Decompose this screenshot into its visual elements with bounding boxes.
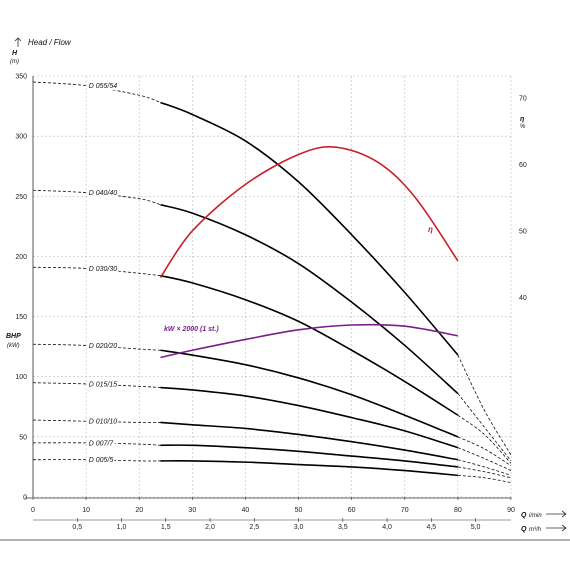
head-curve-dashed-right: [457, 447, 512, 471]
x-primary-tick-label: 80: [454, 507, 462, 514]
head-curve-solid: [160, 101, 459, 356]
y-left-tick-label: 300: [15, 134, 27, 141]
head-curve-solid: [160, 421, 459, 461]
head-curve-dashed-right: [457, 466, 512, 479]
x-secondary-tick-label: 1,5: [161, 524, 171, 531]
series-label-bg: [87, 379, 119, 389]
x-primary-arrow: [546, 510, 567, 518]
chart-title: Head / Flow: [28, 38, 72, 47]
head-curve-dashed-left: [32, 459, 161, 462]
series-label-bg: [87, 438, 116, 448]
series-label: D 005/5: [89, 457, 114, 464]
power-label: kW × 2000 (1 st.): [164, 326, 219, 333]
y-right-label: η: [520, 116, 524, 123]
grid: [32, 75, 512, 498]
series-label: D 040/40: [89, 190, 118, 197]
x-secondary-arrow: [546, 524, 567, 532]
x-secondary-tick-label: 5,0: [471, 524, 481, 531]
x-primary-tick-label: 40: [242, 507, 250, 514]
head-curve-dashed-right: [457, 436, 512, 467]
x-primary-tick-label: 50: [295, 507, 303, 514]
series-label-bg: [87, 340, 119, 350]
power-curve: [160, 323, 459, 359]
y-right-tick-label: 50: [519, 228, 527, 235]
y-left-tick-label: 150: [15, 314, 27, 321]
x-secondary-tick-label: 0,5: [72, 524, 82, 531]
y-left-label: H: [12, 50, 18, 57]
head-curve-dashed-right: [457, 459, 512, 476]
x-primary-tick-label: 70: [401, 507, 409, 514]
x-secondary-tick-label: 3,5: [338, 524, 348, 531]
x-primary-tick-label: 20: [135, 507, 143, 514]
x-primary-tick-label: 30: [188, 507, 196, 514]
x-secondary-tick-label: 4,5: [426, 524, 436, 531]
efficiency-label: η: [428, 225, 433, 234]
bhp-unit: (kW): [7, 343, 20, 349]
series-label: D 030/30: [89, 266, 118, 273]
x-secondary-tick-label: 2,5: [249, 524, 259, 531]
x-secondary-tick-label: 4,0: [382, 524, 392, 531]
x-primary-label: Q: [521, 512, 527, 519]
head-curve-solid: [160, 460, 458, 477]
x-secondary-tick-label: 3,0: [294, 524, 304, 531]
y-left-tick-label: 350: [15, 74, 27, 81]
series-label: D 020/20: [89, 343, 118, 350]
x-primary-tick-label: 10: [82, 507, 90, 514]
series-label-bg: [87, 263, 119, 273]
series-label-bg: [87, 81, 119, 91]
head-curve-dashed-right: [457, 354, 512, 456]
series-label: D 007/7: [89, 440, 115, 447]
head-curves: D 055/54 D 040/40 D 030/30 D 020/20 D 015/15…: [32, 81, 512, 483]
y-right-tick-label: 40: [519, 295, 527, 302]
head-curve-solid: [160, 444, 458, 468]
x-primary-tick-label: 0: [31, 507, 35, 514]
head-curve-dashed-right: [457, 414, 512, 464]
efficiency-curve: [159, 146, 459, 278]
series-label-bg: [87, 455, 115, 465]
series-label: D 055/54: [89, 83, 118, 90]
x-secondary-unit: m³/h: [529, 527, 542, 533]
y-left-tick-label: 50: [19, 434, 27, 441]
x-primary-unit: l/min: [529, 513, 542, 519]
x-secondary-label: Q: [521, 526, 527, 533]
series-label: D 010/10: [89, 419, 118, 426]
y-right-tick-label: 60: [519, 162, 527, 169]
x-primary-tick-label: 60: [348, 507, 356, 514]
head-curve-solid: [160, 349, 459, 438]
y-left-arrow: [14, 37, 22, 47]
series-label: D 015/15: [89, 381, 118, 388]
bhp-label: BHP: [6, 333, 21, 340]
series-label-bg: [87, 188, 119, 198]
series-label-bg: [87, 416, 119, 426]
y-right-tick-label: 70: [519, 95, 527, 102]
head-curve-dashed-right: [457, 474, 512, 483]
head-curve-dashed-right: [457, 393, 512, 462]
head-curve-solid: [160, 274, 459, 416]
y-left-tick-label: 200: [15, 254, 27, 261]
x-primary-tick-label: 90: [507, 507, 515, 514]
labels: Head / Flow H (m) BHP (kW) η % Q l/min Q…: [6, 38, 542, 533]
head-curve-dashed-left: [32, 81, 161, 103]
y-right-unit: %: [520, 124, 526, 130]
extra-curves: [159, 146, 459, 359]
x-secondary-tick-label: 1,0: [117, 524, 127, 531]
y-left-unit: (m): [10, 59, 19, 65]
head-curve-solid: [160, 203, 459, 395]
y-left-tick-label: 100: [15, 374, 27, 381]
y-left-tick-label: 250: [15, 194, 27, 201]
head-curve-solid: [160, 386, 459, 449]
x-secondary-tick-label: 2,0: [205, 524, 215, 531]
